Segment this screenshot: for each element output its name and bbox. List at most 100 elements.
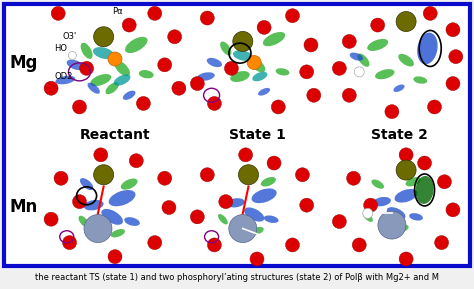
Circle shape [418, 156, 431, 170]
Circle shape [191, 210, 204, 224]
Ellipse shape [263, 32, 285, 46]
Circle shape [295, 168, 310, 182]
Ellipse shape [417, 33, 438, 64]
Text: State 2: State 2 [371, 128, 428, 142]
Ellipse shape [276, 68, 290, 75]
Circle shape [285, 9, 300, 23]
Circle shape [342, 88, 356, 102]
Circle shape [396, 160, 416, 180]
Ellipse shape [230, 71, 250, 82]
Circle shape [172, 81, 186, 95]
Text: Mg: Mg [10, 53, 38, 71]
Ellipse shape [367, 39, 388, 51]
Circle shape [208, 97, 221, 110]
Circle shape [304, 38, 318, 52]
Circle shape [148, 6, 162, 20]
Ellipse shape [121, 179, 137, 190]
Circle shape [80, 61, 93, 75]
Ellipse shape [258, 88, 270, 96]
Ellipse shape [393, 84, 405, 92]
Ellipse shape [395, 225, 409, 232]
Circle shape [399, 148, 413, 162]
Ellipse shape [409, 213, 423, 221]
Ellipse shape [93, 47, 114, 59]
Ellipse shape [106, 82, 119, 94]
Ellipse shape [250, 227, 264, 235]
Ellipse shape [227, 198, 245, 208]
Circle shape [385, 105, 399, 119]
Circle shape [129, 154, 143, 168]
Circle shape [51, 6, 65, 20]
Ellipse shape [79, 216, 89, 227]
Circle shape [446, 203, 460, 217]
Ellipse shape [357, 53, 370, 67]
Ellipse shape [244, 208, 264, 222]
Circle shape [271, 100, 285, 114]
Circle shape [233, 32, 253, 51]
Ellipse shape [139, 70, 154, 78]
Circle shape [208, 238, 221, 252]
Circle shape [363, 208, 373, 218]
Ellipse shape [375, 69, 394, 79]
Text: HO: HO [55, 44, 67, 53]
Circle shape [285, 238, 300, 252]
Circle shape [267, 156, 281, 170]
Circle shape [122, 18, 136, 32]
Circle shape [108, 52, 122, 66]
Ellipse shape [109, 190, 136, 206]
Text: State 1: State 1 [228, 128, 285, 142]
Ellipse shape [406, 177, 421, 186]
Ellipse shape [413, 76, 427, 84]
Ellipse shape [416, 176, 434, 204]
Ellipse shape [218, 214, 228, 225]
Circle shape [346, 171, 361, 185]
Ellipse shape [91, 74, 111, 86]
Circle shape [44, 212, 58, 226]
Circle shape [229, 214, 257, 242]
Ellipse shape [55, 76, 75, 84]
Circle shape [438, 175, 451, 189]
Circle shape [238, 148, 253, 162]
Circle shape [162, 201, 176, 214]
Circle shape [201, 168, 214, 182]
Circle shape [148, 236, 162, 250]
Text: Reactant: Reactant [80, 128, 150, 142]
Ellipse shape [114, 60, 130, 76]
Circle shape [73, 100, 86, 114]
Circle shape [44, 81, 58, 95]
Circle shape [423, 6, 437, 20]
Circle shape [435, 236, 448, 250]
Circle shape [158, 58, 172, 72]
Circle shape [247, 55, 261, 69]
Ellipse shape [261, 177, 276, 186]
Circle shape [332, 61, 346, 75]
Ellipse shape [249, 57, 265, 72]
Circle shape [446, 77, 460, 90]
Ellipse shape [84, 200, 104, 210]
Ellipse shape [111, 229, 125, 237]
Circle shape [307, 88, 321, 102]
Ellipse shape [67, 60, 84, 70]
Ellipse shape [101, 209, 123, 225]
Ellipse shape [264, 215, 279, 223]
Circle shape [300, 198, 314, 212]
Circle shape [137, 97, 150, 110]
Circle shape [94, 27, 114, 47]
Ellipse shape [88, 83, 100, 94]
Ellipse shape [197, 72, 215, 81]
Circle shape [94, 165, 114, 185]
Ellipse shape [372, 179, 384, 189]
Ellipse shape [363, 212, 373, 222]
Circle shape [300, 65, 314, 79]
Ellipse shape [80, 178, 93, 190]
Ellipse shape [220, 42, 231, 55]
Ellipse shape [252, 188, 277, 203]
Ellipse shape [394, 189, 418, 203]
Circle shape [342, 34, 356, 49]
Ellipse shape [252, 72, 267, 81]
Circle shape [354, 67, 364, 77]
Ellipse shape [207, 58, 222, 67]
Circle shape [168, 30, 182, 44]
Circle shape [352, 238, 366, 252]
Text: Mn: Mn [10, 199, 38, 216]
